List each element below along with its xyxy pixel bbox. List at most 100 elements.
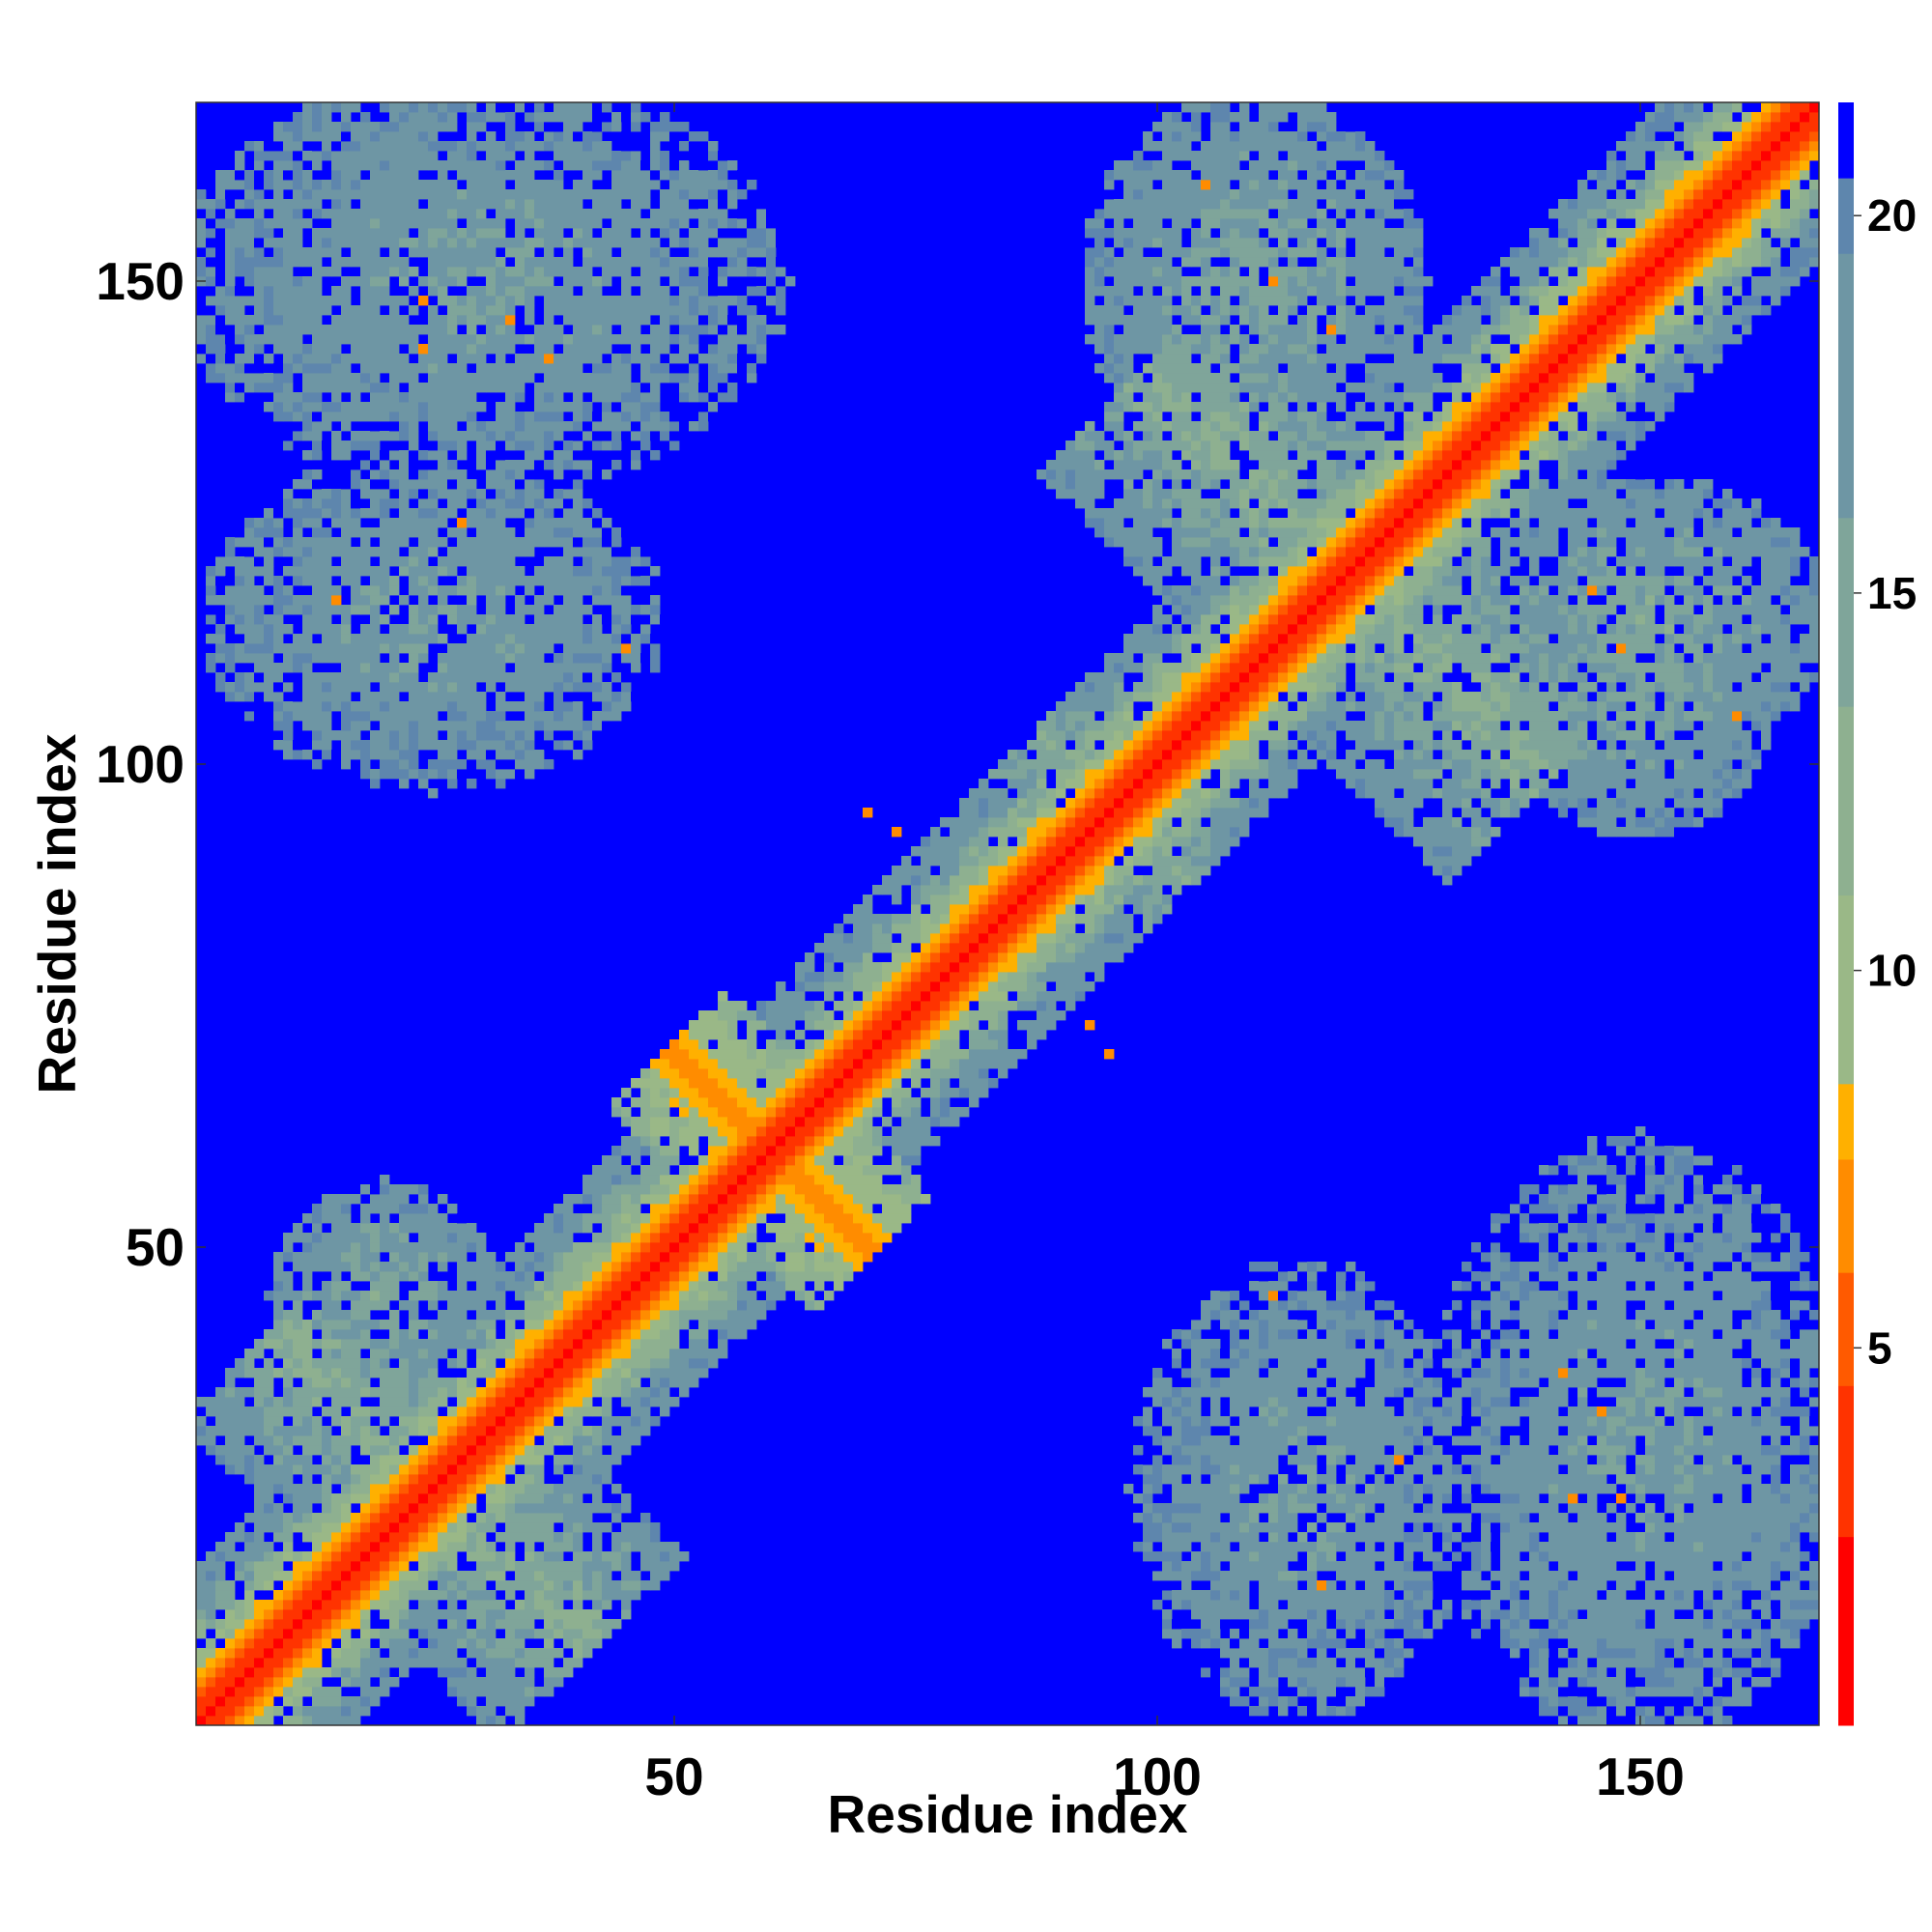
heatmap-cell xyxy=(708,305,719,316)
heatmap-cell xyxy=(582,585,593,596)
heatmap-cell xyxy=(380,1378,390,1388)
heatmap-cell xyxy=(380,1532,390,1543)
heatmap-cell xyxy=(640,1271,651,1282)
heatmap-cell xyxy=(428,1329,439,1340)
heatmap-cell xyxy=(341,1204,352,1214)
heatmap-cell xyxy=(544,663,554,673)
heatmap-cell xyxy=(640,1165,651,1176)
heatmap-cell xyxy=(669,228,680,239)
heatmap-cell xyxy=(563,692,574,702)
heatmap-cell xyxy=(235,1619,245,1630)
heatmap-cell xyxy=(273,1484,284,1494)
heatmap-cell xyxy=(293,1522,303,1533)
heatmap-cell xyxy=(476,1349,487,1359)
heatmap-cell xyxy=(409,1503,419,1514)
heatmap-cell xyxy=(534,1513,545,1523)
heatmap-cell xyxy=(283,151,294,161)
heatmap-cell xyxy=(428,1300,439,1311)
heatmap-cell xyxy=(592,556,603,567)
heatmap-cell xyxy=(457,1455,468,1465)
heatmap-cell xyxy=(264,286,274,297)
heatmap-cell xyxy=(669,160,680,171)
heatmap-cell xyxy=(554,170,564,181)
heatmap-cell xyxy=(582,1213,593,1224)
heatmap-cell xyxy=(341,740,352,751)
heatmap-cell xyxy=(621,1435,632,1446)
heatmap-cell xyxy=(428,1223,439,1234)
heatmap-cell xyxy=(554,257,564,268)
heatmap-cell xyxy=(360,634,371,644)
heatmap-cell xyxy=(611,180,622,190)
heatmap-cell xyxy=(505,344,516,355)
heatmap-cell xyxy=(351,383,361,393)
heatmap-cell xyxy=(544,334,554,345)
heatmap-cell xyxy=(418,1397,429,1407)
heatmap-cell xyxy=(515,1503,526,1514)
heatmap-cell xyxy=(244,1416,255,1427)
heatmap-cell xyxy=(582,1609,593,1620)
heatmap-cell xyxy=(573,344,583,355)
heatmap-cell xyxy=(554,1320,564,1330)
heatmap-cell xyxy=(650,1378,661,1388)
heatmap-cell xyxy=(621,1339,632,1350)
heatmap-cell xyxy=(389,450,400,461)
heatmap-cell xyxy=(331,392,342,403)
heatmap-cell xyxy=(302,112,313,123)
heatmap-cell xyxy=(669,180,680,190)
heatmap-cell xyxy=(505,489,516,499)
heatmap-cell xyxy=(611,363,622,374)
heatmap-cell xyxy=(505,508,516,519)
heatmap-cell xyxy=(235,1445,245,1456)
heatmap-cell xyxy=(563,1629,574,1639)
heatmap-cell xyxy=(582,296,593,306)
heatmap-cell xyxy=(457,1580,468,1591)
heatmap-cell xyxy=(399,1426,410,1436)
heatmap-cell xyxy=(225,238,236,248)
heatmap-cell xyxy=(544,585,554,596)
heatmap-cell xyxy=(496,1281,506,1292)
heatmap-cell xyxy=(312,1358,323,1369)
heatmap-cell xyxy=(302,431,313,441)
heatmap-cell xyxy=(380,498,390,509)
heatmap-cell xyxy=(505,1503,516,1514)
heatmap-cell xyxy=(428,1233,439,1243)
heatmap-cell xyxy=(573,1242,583,1253)
heatmap-cell xyxy=(409,450,419,461)
heatmap-cell xyxy=(582,547,593,557)
heatmap-cell xyxy=(273,1271,284,1282)
heatmap-cell xyxy=(467,431,477,441)
heatmap-cell xyxy=(312,614,323,625)
heatmap-cell xyxy=(360,701,371,712)
heatmap-cell xyxy=(602,1175,612,1185)
heatmap-cell xyxy=(312,1426,323,1436)
heatmap-cell xyxy=(467,1291,477,1301)
heatmap-cell xyxy=(573,1426,583,1436)
heatmap-cell xyxy=(689,1107,699,1118)
heatmap-cell xyxy=(331,1542,342,1552)
heatmap-cell xyxy=(283,1397,294,1407)
heatmap-cell xyxy=(264,1397,274,1407)
heatmap-cell xyxy=(611,412,622,422)
heatmap-cell xyxy=(573,1397,583,1407)
heatmap-cell xyxy=(602,653,612,664)
heatmap-cell xyxy=(505,151,516,161)
heatmap-cell xyxy=(476,1300,487,1311)
heatmap-cell xyxy=(592,315,603,326)
heatmap-cell xyxy=(496,170,506,181)
heatmap-cell xyxy=(302,1339,313,1350)
heatmap-cell xyxy=(640,228,651,239)
heatmap-cell xyxy=(525,421,535,432)
heatmap-cell xyxy=(447,1484,458,1494)
heatmap-cell xyxy=(505,1677,516,1688)
heatmap-cell xyxy=(196,325,207,335)
heatmap-cell xyxy=(244,576,255,586)
heatmap-cell xyxy=(293,595,303,606)
heatmap-cell xyxy=(467,180,477,190)
heatmap-cell xyxy=(611,1233,622,1243)
heatmap-cell xyxy=(534,479,545,490)
heatmap-cell xyxy=(660,189,670,200)
heatmap-cell xyxy=(708,170,719,181)
heatmap-cell xyxy=(389,247,400,258)
heatmap-cell xyxy=(631,180,641,190)
heatmap-cell xyxy=(592,1291,603,1301)
